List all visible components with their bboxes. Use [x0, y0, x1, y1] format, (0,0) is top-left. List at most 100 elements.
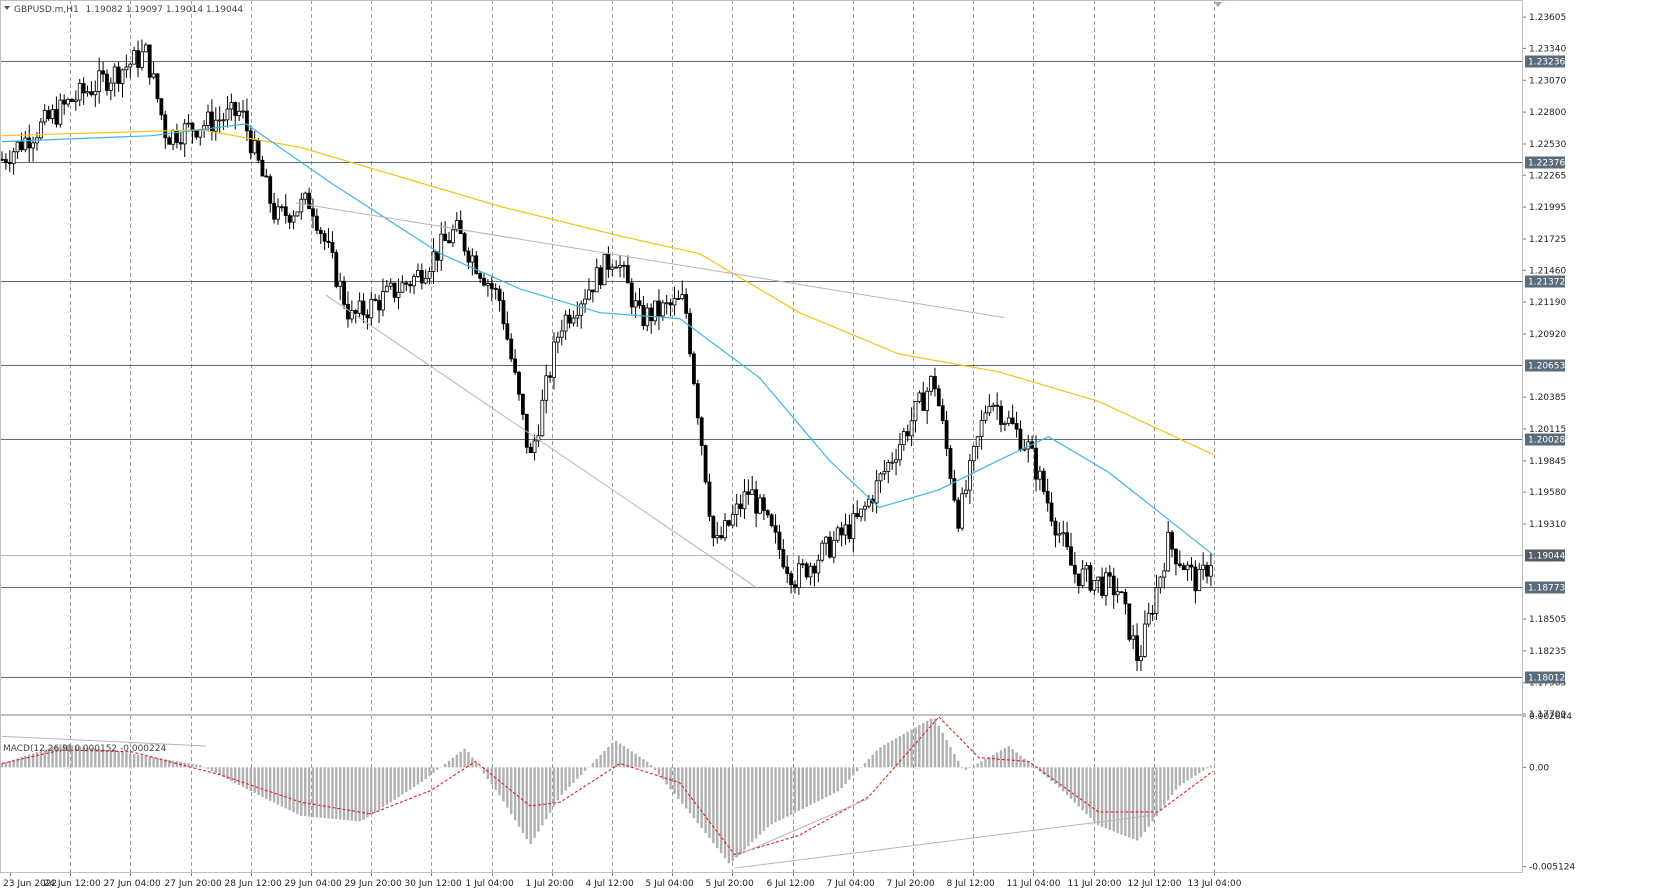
candle-body — [979, 420, 984, 438]
macd-bar — [272, 767, 276, 803]
candle-body — [221, 119, 226, 122]
macd-bar — [797, 767, 801, 811]
candle-body — [46, 110, 51, 120]
candle-body — [268, 176, 273, 204]
candle-body — [824, 536, 828, 544]
macd-bar — [66, 744, 70, 768]
candle-body — [727, 520, 731, 526]
level-tag-label: 1.23236 — [1528, 58, 1565, 68]
macd-bar — [82, 746, 85, 768]
macd-bar — [393, 767, 396, 800]
candle-body — [330, 242, 335, 253]
macd-bar — [968, 767, 972, 768]
price-panel[interactable] — [0, 39, 1522, 678]
level-tag — [1525, 671, 1565, 684]
macd-tick-label: -0.005124 — [1529, 863, 1575, 873]
macd-bar — [677, 767, 680, 799]
macd-bar — [653, 767, 657, 770]
candle-body — [1088, 565, 1093, 591]
macd-bar — [1011, 749, 1014, 768]
macd-bar — [992, 754, 995, 768]
macd-bar — [572, 767, 575, 783]
candle-body — [256, 139, 261, 161]
macd-bar — [770, 767, 773, 825]
macd-bar — [0, 763, 4, 768]
candle-body — [1123, 591, 1128, 605]
price-frame — [0, 0, 1523, 715]
macd-frame — [0, 715, 1523, 873]
macd-bar — [183, 762, 186, 768]
macd-bar — [245, 767, 249, 790]
macd-bar — [397, 767, 400, 798]
macd-bar — [1019, 755, 1022, 768]
macd-bar — [39, 750, 43, 768]
candle-body — [703, 445, 708, 483]
candle-body — [206, 111, 210, 126]
chart-shift-icon[interactable] — [1214, 2, 1222, 7]
price-tick-label: 1.21725 — [1529, 235, 1566, 245]
candle-body — [559, 330, 564, 338]
candle-body — [991, 404, 996, 407]
candle-body — [252, 139, 257, 154]
macd-bar — [226, 767, 229, 779]
candle-body — [668, 302, 673, 306]
macd-bar — [568, 767, 571, 787]
candle-body — [964, 489, 968, 495]
candle-body — [1065, 532, 1069, 548]
candle-body — [120, 69, 125, 84]
candle-body — [194, 130, 199, 138]
candle-body — [1154, 587, 1159, 614]
candle-body — [820, 542, 825, 561]
macd-bar — [541, 767, 544, 826]
candle-body — [276, 206, 280, 220]
dropdown-arrow-icon[interactable] — [4, 6, 10, 10]
macd-bar — [202, 766, 206, 768]
macd-trendline — [1, 735, 207, 747]
candle-body — [1006, 417, 1011, 424]
macd-bar — [62, 744, 66, 768]
time-label: 5 Jul 04:00 — [646, 879, 695, 888]
candle-body — [882, 470, 887, 475]
macd-bar — [160, 758, 163, 768]
macd-bar — [304, 767, 307, 817]
candle-body — [54, 109, 59, 125]
macd-bar — [338, 767, 342, 820]
macd-panel[interactable] — [0, 716, 1214, 869]
trendline — [325, 294, 757, 589]
macd-bar — [1054, 767, 1057, 785]
candle-body — [1080, 568, 1085, 586]
macd-bar — [751, 767, 754, 843]
candle-body — [1107, 572, 1112, 577]
candle-body — [1170, 531, 1174, 550]
candle-body — [660, 302, 665, 317]
time-label: 1 Jul 04:00 — [466, 879, 515, 888]
candle-body — [571, 317, 576, 324]
macd-bar — [389, 767, 392, 803]
candle-body — [349, 310, 354, 320]
candle-body — [419, 270, 424, 284]
time-label: 27 Jun 04:00 — [104, 879, 161, 888]
candle-body — [244, 110, 249, 132]
macd-bar — [1182, 767, 1185, 784]
candle-body — [1158, 576, 1163, 589]
candle-body — [956, 499, 961, 529]
candle-body — [338, 280, 343, 287]
macd-bar — [556, 767, 560, 801]
macd-bar — [129, 753, 132, 768]
macd-bar — [420, 767, 424, 782]
candle-body — [828, 536, 832, 558]
candle-body — [1135, 635, 1139, 661]
macd-bar — [937, 725, 941, 768]
macd-bar — [1023, 758, 1026, 768]
candle-body — [505, 323, 510, 340]
candle-body — [353, 310, 358, 314]
candle-body — [859, 508, 863, 517]
candle-body — [1049, 502, 1054, 522]
level-tag-label: 1.20653 — [1528, 362, 1565, 372]
price-tick-label: 1.23070 — [1529, 76, 1566, 86]
macd-bar — [31, 753, 35, 768]
macd-bar — [167, 759, 171, 768]
macd-bar — [1205, 767, 1209, 769]
candle-body — [676, 298, 681, 300]
